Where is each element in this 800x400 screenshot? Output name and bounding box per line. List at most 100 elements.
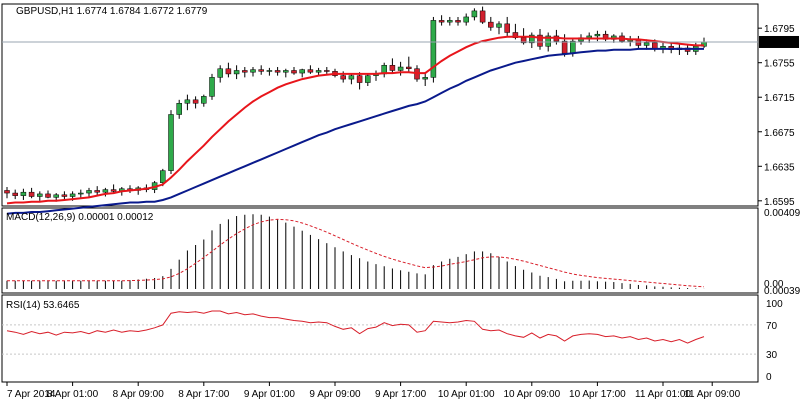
- candle-body: [438, 20, 445, 23]
- price-tick-label: 1.6675: [764, 128, 795, 139]
- candle-body: [69, 193, 76, 197]
- candle-body: [209, 77, 215, 97]
- candle-body: [324, 70, 330, 72]
- candle-body: [463, 16, 469, 23]
- candle-body: [479, 10, 486, 23]
- candle-body: [78, 192, 84, 195]
- time-tick-label: 10 Apr 17:00: [569, 389, 626, 400]
- candle-body: [12, 192, 18, 196]
- candle-body: [291, 70, 297, 74]
- rsi-tick-label: 0: [766, 372, 772, 383]
- price-tick-label: 1.6635: [764, 162, 795, 173]
- candle-body: [504, 23, 510, 33]
- ma-slow-line: [6, 47, 704, 215]
- candle-body: [176, 103, 182, 115]
- time-tick-label: 9 Apr 09:00: [309, 389, 361, 400]
- candle-body: [594, 33, 601, 37]
- candle-body: [307, 69, 314, 73]
- candle-body: [529, 34, 535, 44]
- rsi-title: RSI(14) 53.6465: [6, 300, 80, 311]
- candle-body: [274, 70, 281, 73]
- candle-body: [299, 69, 305, 74]
- candle-body: [201, 96, 207, 104]
- candle-body: [225, 68, 232, 75]
- candle-body: [53, 194, 59, 198]
- candle-body: [110, 189, 117, 192]
- time-tick-label: 7 Apr 2014: [7, 389, 56, 400]
- candle-body: [471, 10, 478, 18]
- price-tick-label: 1.6795: [764, 24, 795, 35]
- candle-body: [86, 190, 92, 194]
- time-tick-label: 8 Apr 17:00: [178, 389, 230, 400]
- candle-body: [37, 193, 43, 197]
- candle-body: [184, 99, 191, 104]
- candle-body: [340, 75, 346, 80]
- candle-body: [545, 35, 551, 47]
- candle-body: [365, 75, 371, 83]
- candle-body: [45, 193, 51, 198]
- candle-body: [242, 70, 248, 73]
- candle-body: [488, 21, 494, 28]
- candle-body: [94, 190, 100, 193]
- price-tick-label: 1.6715: [764, 93, 795, 104]
- rsi-pane-frame: [1, 294, 759, 383]
- candle-body: [192, 99, 199, 104]
- candle-body: [250, 69, 256, 73]
- macd-tick-top: 0.00409: [764, 208, 800, 219]
- candle-body: [389, 65, 396, 71]
- candle-body: [406, 66, 412, 69]
- macd-tick-zero: 0.00: [764, 279, 784, 290]
- candle-body: [561, 40, 568, 54]
- candle-body: [455, 20, 461, 23]
- time-tick-label: 8 Apr 09:00: [113, 389, 165, 400]
- candle-body: [168, 114, 174, 171]
- macd-title: MACD(12,26,9) 0.00001 0.00012: [6, 212, 154, 223]
- candle-body: [356, 75, 363, 83]
- candle-body: [4, 190, 10, 194]
- chart-panes: [1, 3, 759, 383]
- time-tick-label: 9 Apr 17:00: [375, 389, 427, 400]
- candle-body: [160, 170, 166, 183]
- candle-body: [61, 194, 68, 197]
- macd-tick-bottom: 0.00039: [764, 286, 800, 297]
- candle-body: [422, 77, 428, 80]
- rsi-pane: 100 70 30 0: [2, 299, 783, 383]
- time-tick-label: 9 Apr 01:00: [244, 389, 296, 400]
- time-tick-label: 10 Apr 09:00: [503, 389, 560, 400]
- time-tick-label: 11 Apr 01:00: [635, 389, 691, 400]
- candle-body: [537, 34, 543, 47]
- macd-signal-line: [7, 218, 705, 288]
- moving-averages: [6, 35, 704, 215]
- main-pane-frame: [1, 3, 759, 207]
- time-tick-label: 11 Apr 09:00: [684, 389, 740, 400]
- last-price-label: 1.6779: [762, 38, 793, 49]
- candle-body: [570, 40, 576, 54]
- candle-body: [430, 20, 437, 78]
- candle-body: [315, 70, 322, 73]
- candle-body: [447, 20, 453, 23]
- candle-body: [102, 189, 109, 193]
- candle-body: [397, 66, 404, 71]
- last-price-marker: 1.6779: [2, 35, 799, 49]
- price-tick-label: 1.6755: [764, 59, 795, 70]
- candle-body: [233, 70, 240, 75]
- macd-pane-frame: [1, 207, 759, 294]
- last-price-box: [759, 35, 799, 48]
- ma-fast-line: [6, 35, 704, 205]
- candle-body: [20, 191, 27, 196]
- rsi-tick-label: 30: [766, 350, 778, 361]
- candle-body: [217, 68, 223, 78]
- candle-body: [643, 42, 650, 46]
- candle-body: [28, 191, 35, 197]
- candle-body: [496, 23, 502, 28]
- time-tick-label: 8 Apr 01:00: [47, 389, 99, 400]
- macd-pane: 0.00409 0.000.00039: [6, 208, 800, 297]
- candle-body: [266, 70, 273, 72]
- axis-labels: GBPUSD,H1 1.6774 1.6784 1.6772 1.6779 MA…: [6, 6, 795, 400]
- price-tick-label: 1.6595: [764, 197, 795, 208]
- rsi-tick-label: 70: [766, 321, 778, 332]
- time-tick-label: 10 Apr 01:00: [438, 389, 495, 400]
- candle-body: [258, 69, 264, 72]
